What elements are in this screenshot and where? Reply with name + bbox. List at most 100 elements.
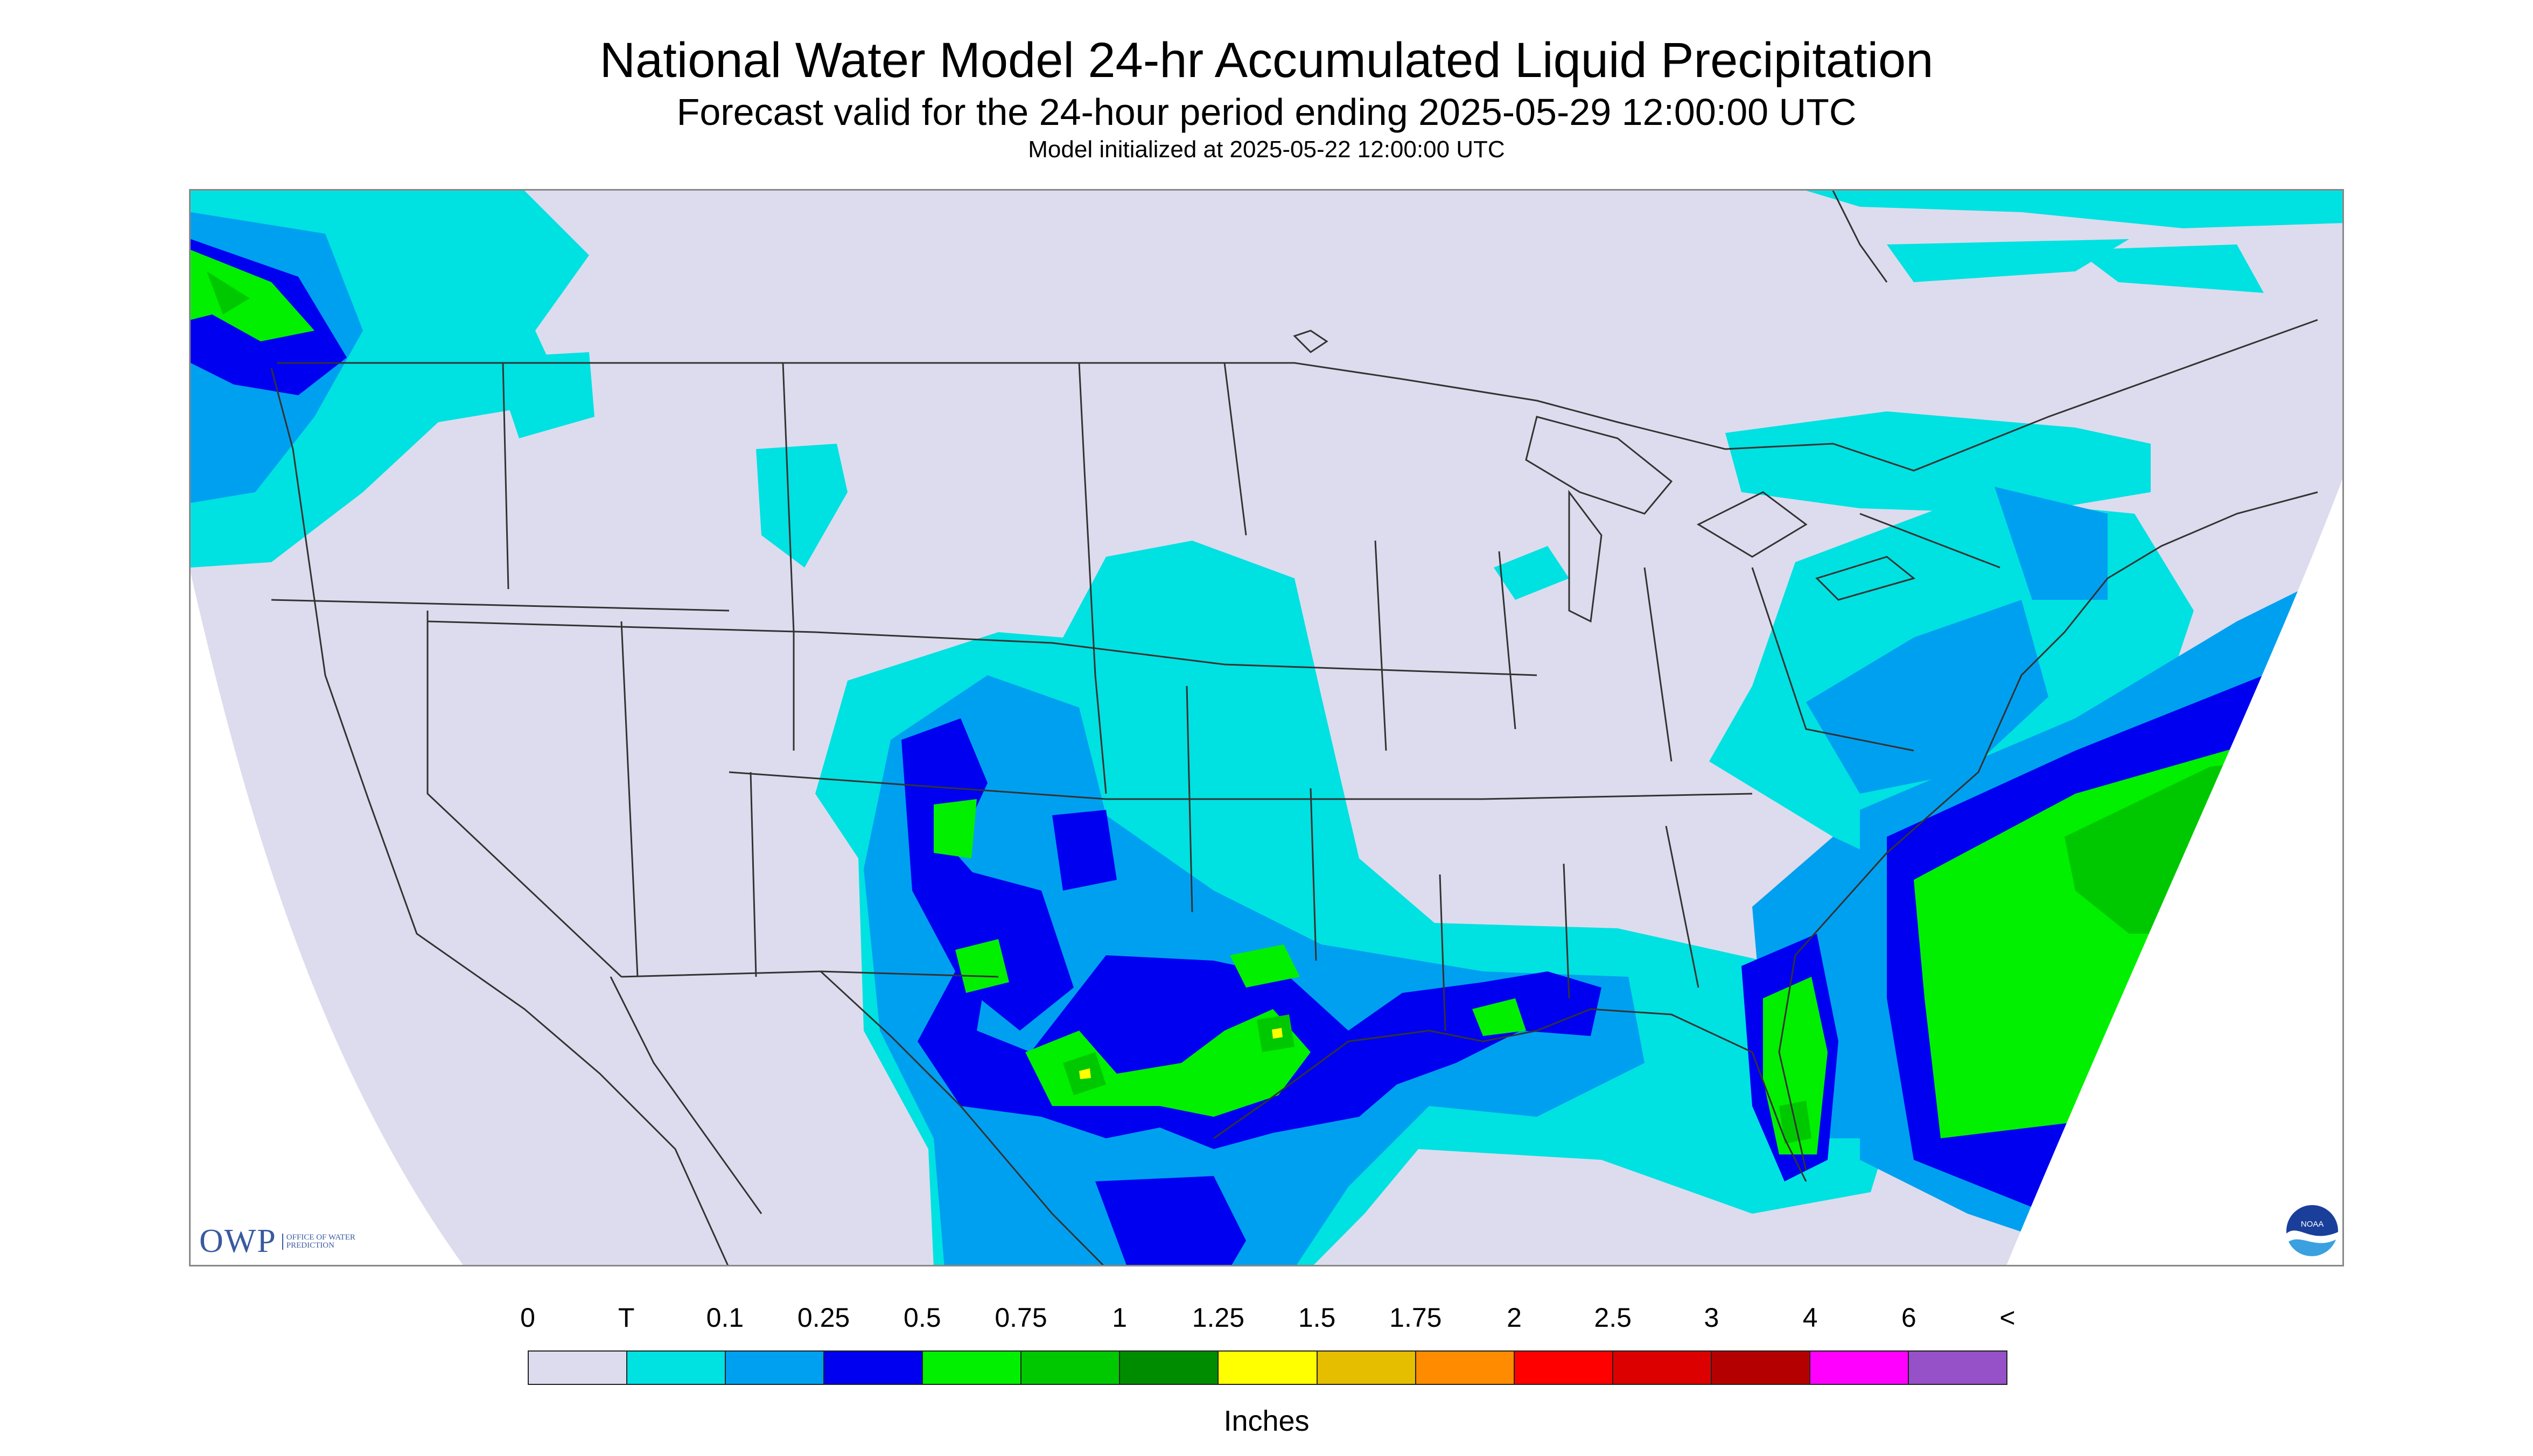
state-line xyxy=(1859,513,2000,569)
legend-tick-label: 0.75 xyxy=(995,1303,1047,1333)
state-line xyxy=(1374,540,1387,751)
legend-swatch xyxy=(923,1352,1022,1384)
map-subtitle: Forecast valid for the 24-hour period en… xyxy=(676,91,1857,133)
us-mexico-border xyxy=(621,970,1104,1265)
lake-of-the-woods xyxy=(1293,330,1328,353)
precip-area-t xyxy=(1725,411,2151,514)
precip-area-t xyxy=(1806,191,2342,228)
legend-swatch xyxy=(1810,1352,1909,1384)
state-line xyxy=(1439,874,1446,1031)
legend-tick-label: 6 xyxy=(1901,1303,1916,1333)
state-line xyxy=(1751,567,1914,752)
noaa-logo-icon: NOAA xyxy=(2286,1205,2339,1258)
state-line xyxy=(1665,825,1699,988)
legend-swatch xyxy=(1120,1352,1219,1384)
great-lakes xyxy=(1696,491,1808,558)
legend-swatch xyxy=(1908,1352,2006,1384)
legend-tick-label: 1 xyxy=(1112,1303,1128,1333)
map-title: National Water Model 24-hr Accumulated L… xyxy=(599,33,1934,88)
legend-tick-label: 1.5 xyxy=(1298,1303,1336,1333)
pacific-coast xyxy=(270,368,729,1265)
state-line xyxy=(1186,685,1193,913)
precip-area-05 xyxy=(191,250,314,341)
legend-tick-label: 2 xyxy=(1507,1303,1522,1333)
legend-units-label: Inches xyxy=(1223,1405,1310,1437)
precip-area-t xyxy=(756,444,848,568)
legend-swatch xyxy=(1711,1352,1810,1384)
legend-labels: 0 T 0.1 0.25 0.5 0.75 1 1.25 1.5 1.75 2 2.5 3 4 6 < xyxy=(0,1302,2533,1334)
precip-area-05 xyxy=(934,799,977,858)
state-line xyxy=(820,970,999,978)
legend-swatch xyxy=(1613,1352,1712,1384)
legend-swatch xyxy=(824,1352,923,1384)
precipitation-map xyxy=(189,189,2344,1266)
precip-area-025 xyxy=(1052,810,1117,891)
precip-area-t xyxy=(492,352,594,438)
us-canada-border xyxy=(277,319,2318,472)
legend-tick-label: 0 xyxy=(520,1303,535,1333)
legend-tick-label: 3 xyxy=(1704,1303,1719,1333)
state-line xyxy=(1078,362,1107,794)
state-line xyxy=(1643,567,1673,762)
state-line xyxy=(271,599,730,612)
state-line xyxy=(1563,863,1570,999)
state-line xyxy=(1310,788,1317,961)
noaa-logo-text: NOAA xyxy=(2301,1220,2324,1229)
legend-swatch xyxy=(1021,1352,1121,1384)
legend-swatch xyxy=(726,1352,825,1384)
precip-area-05 xyxy=(955,939,1009,993)
precip-area-15 xyxy=(1272,1028,1283,1039)
hudson-bay-edge xyxy=(1832,191,1888,283)
state-line xyxy=(426,611,622,978)
owp-logo: OWP Office of Water Prediction xyxy=(199,1222,362,1261)
legend-tick-label: 0.1 xyxy=(706,1303,744,1333)
state-line xyxy=(502,362,509,590)
precip-area-05 xyxy=(1025,1009,1311,1117)
precip-area-025 xyxy=(1095,1176,1246,1265)
legend-tick-label: 2.5 xyxy=(1594,1303,1632,1333)
legend-swatch xyxy=(1219,1352,1318,1384)
legend-colorbar xyxy=(528,1350,2007,1385)
precip-area-15 xyxy=(1079,1068,1091,1079)
baja-coast xyxy=(610,976,762,1214)
legend-tick-label: 4 xyxy=(1802,1303,1818,1333)
owp-logo-text: OWP xyxy=(199,1223,277,1259)
legend-tick-label: < xyxy=(1999,1303,2016,1333)
state-line xyxy=(729,771,1753,800)
precip-area-01 xyxy=(1995,487,2108,600)
precip-area-t xyxy=(1887,239,2129,282)
legend-swatch xyxy=(1317,1352,1416,1384)
precip-area-01 xyxy=(1806,600,2048,794)
legend-swatch xyxy=(627,1352,726,1384)
great-lakes xyxy=(1525,416,1673,515)
gulf-coast xyxy=(1213,1008,1807,1182)
state-line xyxy=(620,621,639,977)
legend-tick-label: 0.25 xyxy=(797,1303,850,1333)
great-lakes xyxy=(1815,556,1916,601)
legend-swatch xyxy=(529,1352,628,1384)
owp-logo-subtext: Office of Water Prediction xyxy=(282,1233,362,1250)
legend-tick-label: 0.5 xyxy=(904,1303,941,1333)
precip-area-05 xyxy=(1230,944,1300,988)
boundaries xyxy=(270,191,2318,1265)
state-line xyxy=(750,772,757,977)
legend-swatch xyxy=(1416,1352,1515,1384)
precip-area-025 xyxy=(961,869,1074,1031)
precip-area-05 xyxy=(1763,977,1828,1154)
atlantic-coast xyxy=(1778,491,2318,1171)
precip-area-05 xyxy=(1472,998,1526,1036)
precip-area-t xyxy=(2075,244,2264,293)
state-line xyxy=(1498,551,1516,730)
legend-swatch xyxy=(1514,1352,1613,1384)
projection-edge-left xyxy=(191,573,463,1265)
precip-area-075 xyxy=(207,271,250,314)
great-lakes xyxy=(1568,489,1603,623)
legend-tick-label: 1.25 xyxy=(1192,1303,1245,1333)
precip-area-t xyxy=(1494,546,1569,600)
legend-tick-label: T xyxy=(618,1303,635,1333)
state-line xyxy=(1223,362,1247,536)
map-svg xyxy=(191,191,2342,1265)
projection-edge-right xyxy=(2006,479,2342,1265)
state-line xyxy=(427,620,1537,676)
legend-tick-label: 1.75 xyxy=(1389,1303,1442,1333)
